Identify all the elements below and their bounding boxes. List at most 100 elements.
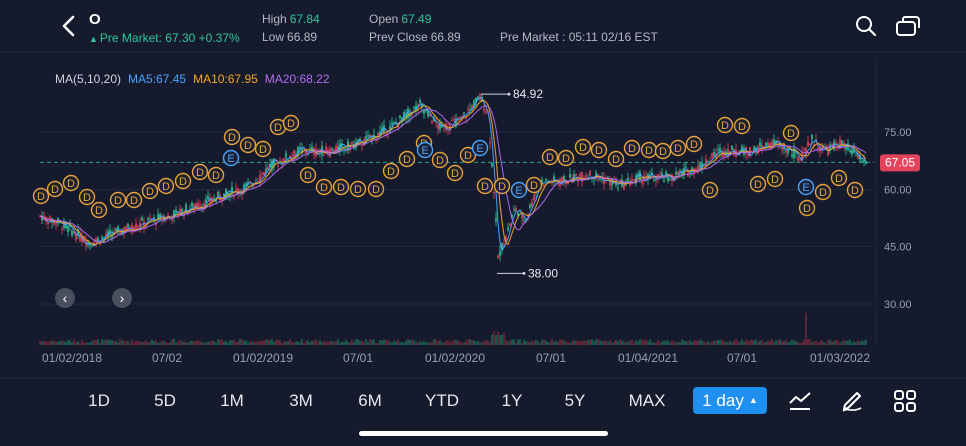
volume-bar [185,342,187,345]
volume-bar [637,341,639,345]
scroll-right-button[interactable]: › [112,288,132,308]
volume-bar [107,339,109,345]
period-5d[interactable]: 5D [154,391,176,410]
volume-bar [475,341,477,345]
earnings-badge-label: E [476,143,483,155]
period-ytd[interactable]: YTD [425,391,459,410]
scroll-left-button[interactable]: ‹ [55,288,75,308]
draw-tool-icon[interactable] [840,389,864,413]
volume-bar [499,334,501,345]
period-5y[interactable]: 5Y [564,391,586,410]
candle-body [501,243,503,250]
volume-bar [189,340,191,345]
candle-body [65,223,67,228]
candle-body [167,215,169,217]
candle-body [265,168,267,173]
high-stat: High 67.84 [262,12,320,26]
volume-bar [121,340,123,345]
dividend-badge-label: D [337,182,345,194]
volume-bar [537,341,539,345]
volume-bar [459,341,461,345]
candle-body [149,217,151,219]
volume-bar [361,340,363,345]
ma10-line [39,99,867,246]
volume-bar [725,341,727,345]
volume-bar [793,340,795,345]
volume-bar [259,341,261,345]
period-tabs: 1D 5D 1M 3M 6M YTD 1Y 5Y MAX [0,383,966,419]
volume-bar [169,342,171,345]
candle-body [325,147,327,154]
interval-dropdown[interactable]: 1 day ▲ [693,387,767,414]
x-tick-label: 07/02 [152,351,182,365]
candle-body [731,145,733,151]
volume-bar [679,342,681,345]
dividend-badge-label: D [354,184,362,196]
indicator-icon[interactable] [788,389,812,413]
candle-body [563,176,565,183]
period-max[interactable]: MAX [628,391,666,410]
volume-bar [435,339,437,345]
volume-bar [105,339,107,345]
period-1m[interactable]: 1M [220,391,244,410]
candle-body [615,180,617,186]
candle-body [581,171,583,182]
candle-body [509,223,511,227]
window-switch-icon[interactable] [895,14,921,38]
period-6m[interactable]: 6M [358,391,382,410]
candle-body [783,145,785,150]
period-1d[interactable]: 1D [88,391,110,410]
low-marker-label: 38.00 [528,266,558,280]
dividend-badge-label: D [787,128,795,140]
volume-bar [509,340,511,345]
volume-bar [141,342,143,345]
chevron-left-icon[interactable] [58,12,80,40]
candle-body [49,216,51,221]
volume-bar [697,340,699,345]
candle-body [599,179,601,181]
dividend-badge [766,170,784,188]
volume-bar [531,340,533,345]
volume-bar [103,340,105,345]
volume-bar [235,342,237,345]
candle-body [505,235,507,241]
volume-bar [821,339,823,345]
volume-bar [565,341,567,345]
dividend-badge-label: D [721,120,729,132]
volume-bar [777,340,779,345]
period-1y[interactable]: 1Y [501,391,523,410]
volume-bar [269,340,271,345]
price-chart[interactable]: 75.00 60.00 45.00 30.00 01/02/2018 07/02 01/02… [0,0,966,380]
grid-icon[interactable] [893,389,917,413]
candle-body [95,238,97,242]
search-icon[interactable] [854,14,878,38]
y-tick-label: 45.00 [884,242,912,254]
candle-body [809,143,811,146]
candle-body [803,148,805,150]
candle-body [455,118,457,127]
volume-bar [467,339,469,345]
candle-body [285,153,287,158]
candle-body [579,174,581,177]
candle-body [379,131,381,136]
candle-body [669,179,671,181]
volume-bar [165,342,167,345]
candle-body [309,148,311,150]
volume-bar [855,342,857,345]
candle-body [577,180,579,182]
volume-bar [497,331,499,345]
candle-body [585,175,587,178]
period-3m[interactable]: 3M [289,391,313,410]
candle-body [217,191,219,197]
volume-bar [265,339,267,345]
volume-bar [119,339,121,345]
volume-bar [609,339,611,345]
candle-body [431,121,433,124]
volume-bar [201,341,203,345]
candle-body [781,146,783,151]
candle-body [377,132,379,137]
volume-bar [657,340,659,345]
volume-bar [133,342,135,345]
candle-body [195,203,197,207]
dividend-badge-label: D [51,184,59,196]
